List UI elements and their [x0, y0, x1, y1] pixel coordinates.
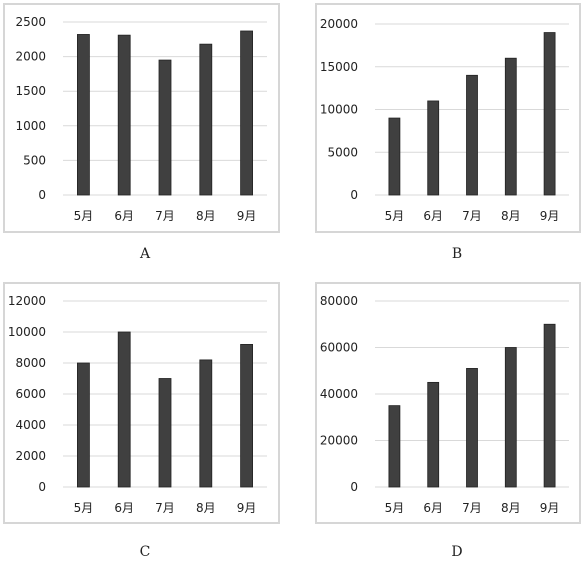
x-tick-label: 6月: [114, 501, 134, 515]
x-tick-label: 5月: [385, 209, 405, 223]
bar-5-month: [388, 405, 401, 488]
y-tick-label: 80000: [320, 294, 358, 308]
bar-9-month: [240, 30, 254, 196]
y-tick-label: 1500: [15, 84, 46, 98]
chart-c: 12000 10000 8000 6000 4000 2000 0 5月 6月 7月 8月 9月: [8, 294, 267, 515]
bar-6-month: [427, 100, 440, 196]
x-tick-label: 9月: [237, 209, 257, 223]
bar-7-month: [466, 368, 478, 488]
y-tick-label: 15000: [320, 60, 358, 74]
chart-panel-d: 80000 60000 40000 20000 0 5月 6月 7月 8月 9月: [315, 282, 581, 524]
chart-caption-a: A: [139, 246, 151, 262]
y-tick-label: 1000: [15, 119, 46, 133]
x-tick-label: 7月: [462, 209, 482, 223]
y-tick-label: 500: [23, 153, 46, 167]
chart-panel-b: 20000 15000 10000 5000 0 5月 6月 7月 8月 9月: [315, 3, 581, 233]
y-tick-label: 10000: [320, 103, 358, 117]
x-tick-label: 9月: [540, 501, 560, 515]
x-tick-label: 9月: [237, 501, 257, 515]
x-tick-label: 8月: [501, 501, 521, 515]
chart-panel-a: 2500 2000 1500 1000 500 0 5月 6月 7月 8月 9月: [3, 3, 280, 233]
y-tick-label: 2000: [15, 50, 46, 64]
y-tick-label: 40000: [320, 387, 358, 401]
chart-b: 20000 15000 10000 5000 0 5月 6月 7月 8月 9月: [320, 17, 569, 223]
chart-caption-c: C: [139, 544, 151, 560]
x-tick-label: 6月: [114, 209, 134, 223]
y-tick-label: 4000: [15, 418, 46, 432]
x-tick-label: 5月: [385, 501, 405, 515]
y-tick-label: 0: [38, 188, 46, 202]
bar-9-month: [543, 32, 556, 196]
y-tick-label: 10000: [8, 325, 46, 339]
y-tick-label: 0: [350, 480, 358, 494]
y-tick-label: 6000: [15, 387, 46, 401]
chart-d: 80000 60000 40000 20000 0 5月 6月 7月 8月 9月: [320, 294, 569, 515]
bar-8-month: [504, 347, 517, 488]
y-tick-label: 5000: [327, 145, 358, 159]
bar-8-month: [504, 57, 517, 196]
bar-5-month: [77, 362, 90, 488]
chart-caption-d: D: [451, 544, 463, 560]
x-tick-label: 7月: [155, 209, 175, 223]
chart-caption-b: B: [451, 246, 463, 262]
bar-5-month: [388, 117, 401, 196]
y-tick-label: 0: [350, 188, 358, 202]
bar-6-month: [117, 331, 131, 488]
x-tick-label: 6月: [423, 501, 443, 515]
bar-6-month: [427, 381, 440, 488]
y-tick-label: 60000: [320, 341, 358, 355]
x-tick-label: 9月: [540, 209, 560, 223]
bar-9-month: [543, 323, 556, 488]
bar-5-month: [77, 34, 90, 196]
bar-7-month: [158, 59, 172, 196]
bar-7-month: [466, 74, 478, 196]
x-tick-label: 6月: [423, 209, 443, 223]
x-tick-label: 5月: [74, 209, 94, 223]
x-tick-label: 8月: [196, 501, 216, 515]
x-tick-label: 5月: [74, 501, 94, 515]
x-tick-label: 8月: [501, 209, 521, 223]
chart-panel-c: 12000 10000 8000 6000 4000 2000 0 5月 6月 7月 8月 9月: [3, 282, 280, 524]
y-tick-label: 2500: [15, 15, 46, 29]
x-tick-label: 7月: [155, 501, 175, 515]
y-tick-label: 8000: [15, 356, 46, 370]
bar-9-month: [240, 344, 254, 488]
chart-a: 2500 2000 1500 1000 500 0 5月 6月 7月 8月 9月: [15, 15, 267, 223]
x-tick-label: 8月: [196, 209, 216, 223]
bar-7-month: [158, 378, 172, 488]
y-tick-label: 20000: [320, 17, 358, 31]
bar-8-month: [199, 43, 213, 196]
y-tick-label: 12000: [8, 294, 46, 308]
y-tick-label: 0: [38, 480, 46, 494]
bar-6-month: [117, 34, 131, 196]
bar-8-month: [199, 359, 213, 488]
y-tick-label: 20000: [320, 434, 358, 448]
x-tick-label: 7月: [462, 501, 482, 515]
y-tick-label: 2000: [15, 449, 46, 463]
